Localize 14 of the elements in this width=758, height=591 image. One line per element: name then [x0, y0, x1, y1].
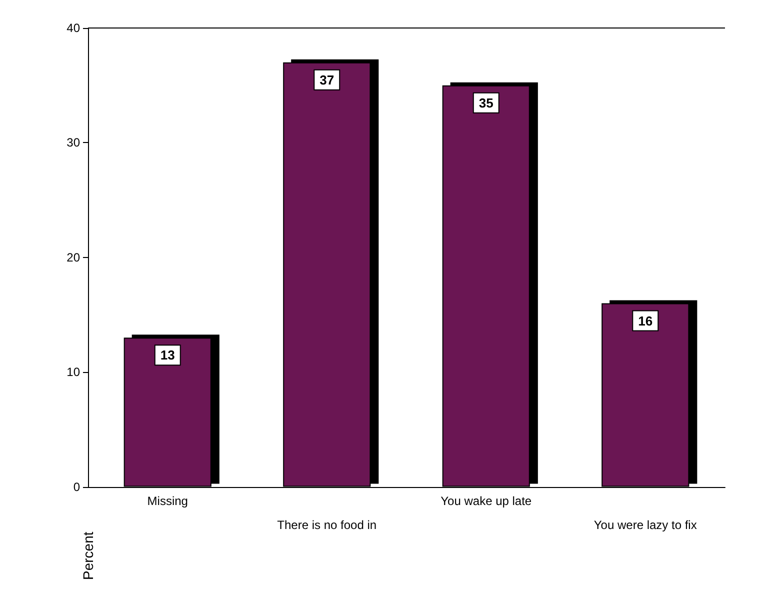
data-label: 37: [320, 72, 334, 88]
x-tick-label: Missing: [147, 494, 188, 508]
y-tick-label: 10: [66, 365, 80, 380]
x-tick-label: There is no food in: [277, 518, 377, 532]
y-tick-label: 40: [66, 21, 80, 35]
y-tick-label: 0: [73, 480, 80, 494]
data-label: 16: [638, 313, 653, 328]
y-axis-title: Percent: [80, 532, 96, 580]
y-tick-label: 30: [66, 136, 80, 150]
data-label: 13: [160, 348, 175, 363]
data-label: 35: [478, 95, 494, 110]
x-tick-label: You were lazy to fix: [594, 518, 697, 532]
y-tick-label: 20: [66, 250, 80, 264]
x-tick-label: You wake up late: [440, 494, 532, 508]
